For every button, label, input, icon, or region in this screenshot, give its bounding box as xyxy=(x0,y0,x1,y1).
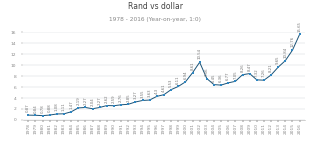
Point xyxy=(112,104,117,107)
Text: 0.84: 0.84 xyxy=(33,104,38,113)
Point xyxy=(283,59,288,62)
Point xyxy=(140,99,145,102)
Point xyxy=(211,83,216,86)
Text: 2.19: 2.19 xyxy=(76,96,80,105)
Point xyxy=(119,104,124,106)
Point xyxy=(126,103,131,106)
Text: 10.54: 10.54 xyxy=(198,48,202,59)
Text: 8.61: 8.61 xyxy=(191,61,194,70)
Text: 6.45: 6.45 xyxy=(212,73,216,82)
Text: 3.55: 3.55 xyxy=(140,89,144,98)
Text: 9.65: 9.65 xyxy=(276,56,280,64)
Text: Rand vs dollar: Rand vs dollar xyxy=(127,2,183,12)
Point xyxy=(240,73,245,76)
Text: 6.11: 6.11 xyxy=(176,75,180,84)
Text: 12.76: 12.76 xyxy=(290,36,294,47)
Text: 1.08: 1.08 xyxy=(55,102,59,111)
Point xyxy=(226,82,231,84)
Text: 2.62: 2.62 xyxy=(105,94,109,103)
Text: 8.21: 8.21 xyxy=(269,64,273,72)
Point xyxy=(40,114,45,117)
Point xyxy=(76,107,81,109)
Text: 8.26: 8.26 xyxy=(241,63,245,72)
Point xyxy=(190,71,195,74)
Text: 4.3: 4.3 xyxy=(155,87,159,94)
Text: 0.88: 0.88 xyxy=(48,104,52,112)
Text: 2.27: 2.27 xyxy=(98,96,102,105)
Point xyxy=(33,114,38,117)
Text: 7.32: 7.32 xyxy=(255,68,259,77)
Text: 2.76: 2.76 xyxy=(119,93,123,102)
Text: 7.56: 7.56 xyxy=(205,67,209,76)
Text: 3.27: 3.27 xyxy=(133,90,137,99)
Point xyxy=(169,88,174,91)
Text: 1.47: 1.47 xyxy=(69,100,73,109)
Point xyxy=(276,66,281,68)
Text: 5.53: 5.53 xyxy=(169,78,173,87)
Text: 6.94: 6.94 xyxy=(184,70,187,79)
Point xyxy=(233,80,238,83)
Point xyxy=(247,72,252,75)
Point xyxy=(26,114,31,116)
Text: 8.47: 8.47 xyxy=(248,62,252,71)
Text: 0.87: 0.87 xyxy=(26,104,30,112)
Point xyxy=(54,113,59,115)
Text: 4.61: 4.61 xyxy=(162,83,166,92)
Text: 7.05: 7.05 xyxy=(233,70,237,79)
Point xyxy=(261,79,266,81)
Point xyxy=(176,85,181,88)
Point xyxy=(204,77,209,80)
Point xyxy=(90,107,95,110)
Point xyxy=(83,106,88,109)
Text: 2.59: 2.59 xyxy=(112,94,116,103)
Text: 15.65: 15.65 xyxy=(298,21,302,32)
Text: 6.77: 6.77 xyxy=(226,71,230,80)
Point xyxy=(254,79,259,81)
Text: 6.36: 6.36 xyxy=(219,74,223,82)
Point xyxy=(197,61,202,64)
Point xyxy=(104,104,109,107)
Point xyxy=(47,114,52,116)
Text: 7.26: 7.26 xyxy=(262,69,266,77)
Point xyxy=(147,99,152,101)
Point xyxy=(133,101,138,103)
Point xyxy=(61,113,66,115)
Point xyxy=(297,33,302,36)
Text: 3.63: 3.63 xyxy=(148,89,152,97)
Point xyxy=(183,81,188,83)
Text: 2.04: 2.04 xyxy=(91,97,95,106)
Point xyxy=(290,49,295,51)
Text: 1978 - 2016 (Year-on-year, 1:0): 1978 - 2016 (Year-on-year, 1:0) xyxy=(109,17,201,22)
Text: 0.78: 0.78 xyxy=(41,104,45,113)
Text: 2.85: 2.85 xyxy=(126,93,130,102)
Point xyxy=(268,74,273,76)
Point xyxy=(69,110,73,113)
Text: 1.11: 1.11 xyxy=(62,102,66,111)
Point xyxy=(154,95,159,98)
Text: 10.84: 10.84 xyxy=(283,47,287,58)
Point xyxy=(97,106,102,109)
Point xyxy=(219,84,224,86)
Point xyxy=(162,93,166,96)
Text: 2.27: 2.27 xyxy=(83,96,87,105)
